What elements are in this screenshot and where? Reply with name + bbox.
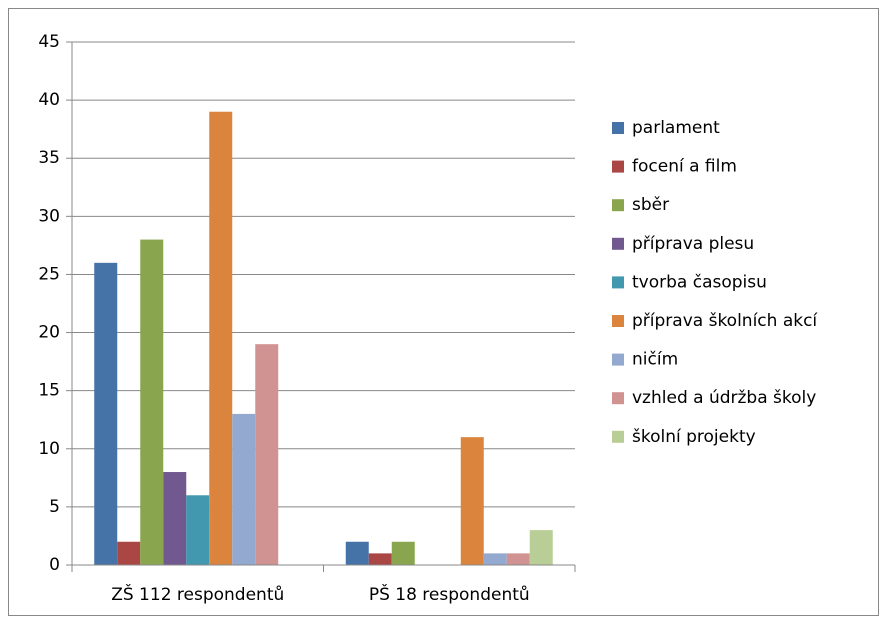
legend-swatch	[612, 353, 624, 366]
y-tick-label: 10	[38, 439, 60, 459]
y-tick-label: 20	[38, 323, 60, 343]
bar	[117, 541, 141, 565]
y-tick-label: 35	[38, 148, 60, 168]
legend-swatch	[612, 160, 624, 173]
bar	[368, 553, 392, 565]
legend-label: vzhled a údržba školy	[632, 388, 816, 408]
bar	[209, 111, 233, 565]
legend-swatch	[612, 315, 624, 327]
legend-label: školní projekty	[632, 427, 756, 447]
bar	[232, 413, 256, 565]
bar	[94, 262, 118, 565]
y-tick-label: 0	[49, 555, 60, 575]
legend-label: parlament	[632, 118, 720, 138]
y-tick-label: 30	[38, 206, 60, 226]
legend-label: focení a film	[632, 157, 737, 177]
legend-swatch	[612, 237, 624, 250]
legend-label: příprava plesu	[632, 234, 754, 254]
legend-label: příprava školních akcí	[632, 311, 818, 331]
legend-label: sběr	[632, 195, 669, 215]
bar	[460, 437, 484, 565]
legend-swatch	[612, 276, 624, 289]
legend-swatch	[612, 392, 624, 405]
y-tick-label: 25	[38, 264, 60, 284]
bar	[391, 541, 415, 565]
bar	[483, 553, 507, 565]
bar	[345, 541, 369, 565]
legend-swatch	[612, 199, 624, 212]
legend-swatch	[612, 122, 624, 134]
bar	[529, 530, 553, 565]
legend-label: tvorba časopisu	[632, 272, 767, 292]
bar	[163, 472, 187, 565]
bar	[255, 344, 279, 565]
y-tick-label: 15	[38, 381, 60, 401]
x-tick-label: ZŠ 112 respondentů	[111, 583, 284, 605]
y-tick-label: 40	[38, 90, 60, 110]
bar	[506, 553, 530, 565]
bar	[186, 495, 210, 565]
y-tick-label: 5	[49, 497, 60, 517]
legend-label: ničím	[632, 350, 678, 370]
x-tick-label: PŠ 18 respondentů	[369, 583, 530, 605]
legend-swatch	[612, 430, 624, 443]
y-tick-label: 45	[38, 32, 60, 52]
bar	[140, 239, 164, 566]
